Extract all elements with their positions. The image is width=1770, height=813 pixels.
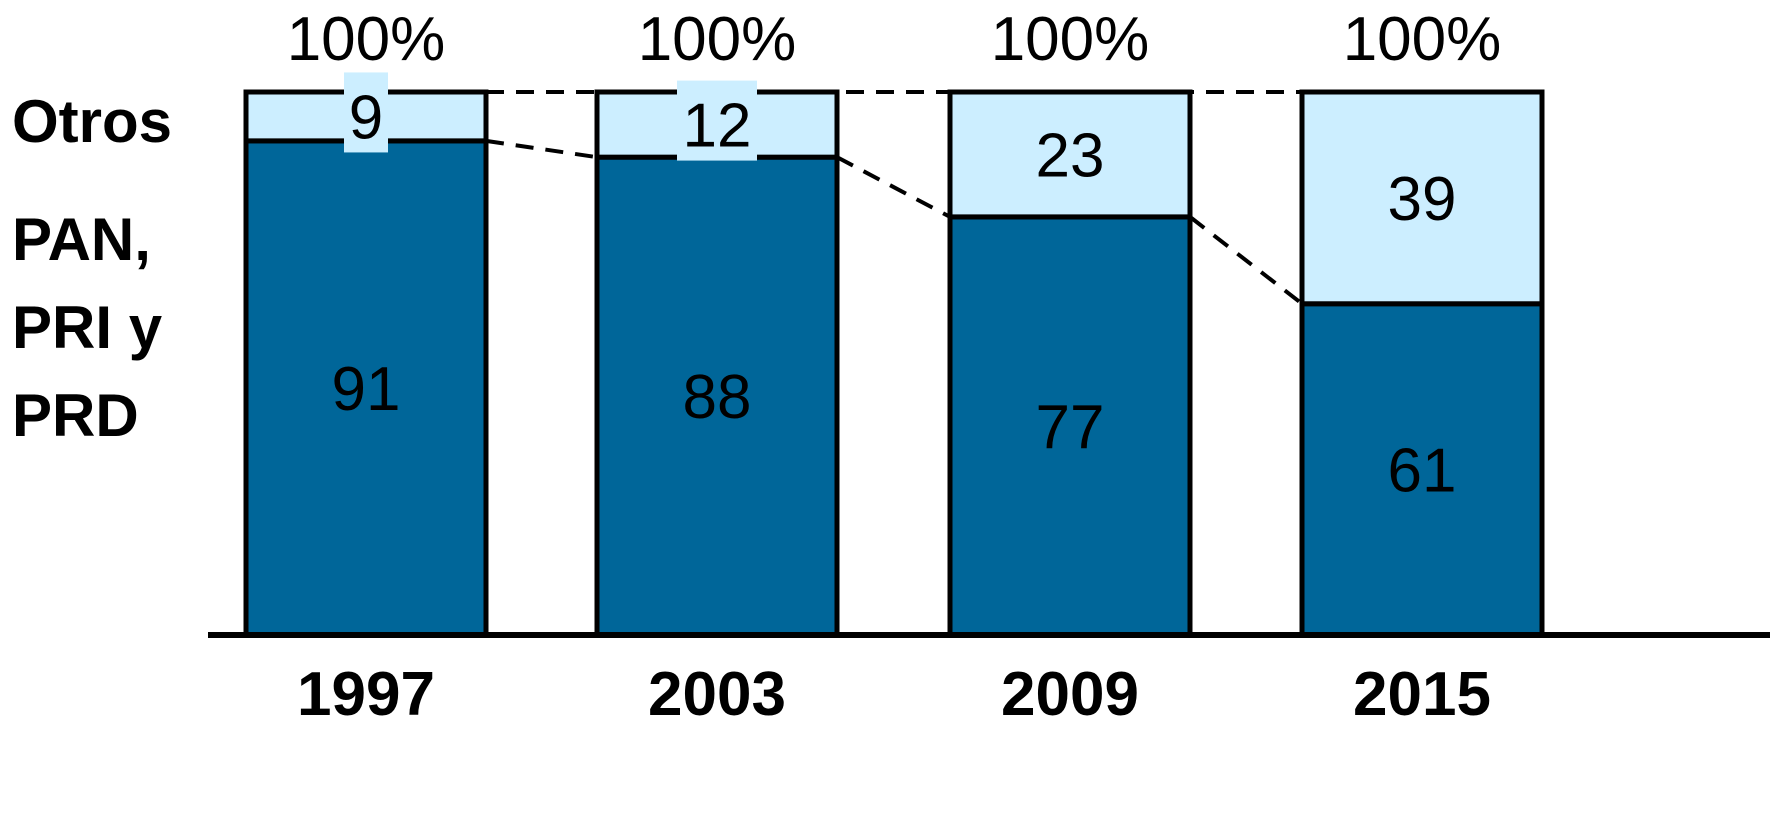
bar-segment-pan-pri-prd [594, 154, 840, 638]
data-label-otros: 23 [1036, 121, 1105, 190]
connector-line [1188, 215, 1304, 306]
total-label: 100% [638, 5, 797, 74]
total-label: 100% [991, 5, 1150, 74]
bar-segment-otros [947, 89, 1193, 220]
data-label-bg [677, 80, 757, 161]
data-label-otros: 39 [1388, 165, 1457, 234]
connector-line [485, 138, 598, 160]
bar-segment-otros [1299, 89, 1545, 307]
row-label-otros: Otros [12, 88, 173, 155]
row-label-pan-pri-prd: PAN, PRI y PRD [12, 206, 163, 449]
total-label: 100% [287, 5, 446, 74]
data-label-pan-pri-prd: 88 [683, 363, 752, 432]
bar-segment-pan-pri-prd [1299, 301, 1545, 638]
x-tick-label: 1997 [297, 660, 435, 729]
data-label-pan-pri-prd: 77 [1036, 393, 1105, 462]
bar-segment-pan-pri-prd [947, 214, 1193, 638]
connector-line [836, 155, 951, 219]
data-label-otros: 12 [683, 92, 752, 161]
data-label-bg [344, 72, 388, 153]
bar-segment-pan-pri-prd [243, 138, 489, 638]
x-tick-label: 2003 [648, 660, 786, 729]
total-label: 100% [1343, 5, 1502, 74]
x-tick-label: 2015 [1353, 660, 1491, 729]
data-label-pan-pri-prd: 61 [1388, 436, 1457, 505]
x-tick-label: 2009 [1001, 660, 1139, 729]
data-label-pan-pri-prd: 91 [332, 355, 401, 424]
data-label-otros: 9 [349, 83, 383, 152]
